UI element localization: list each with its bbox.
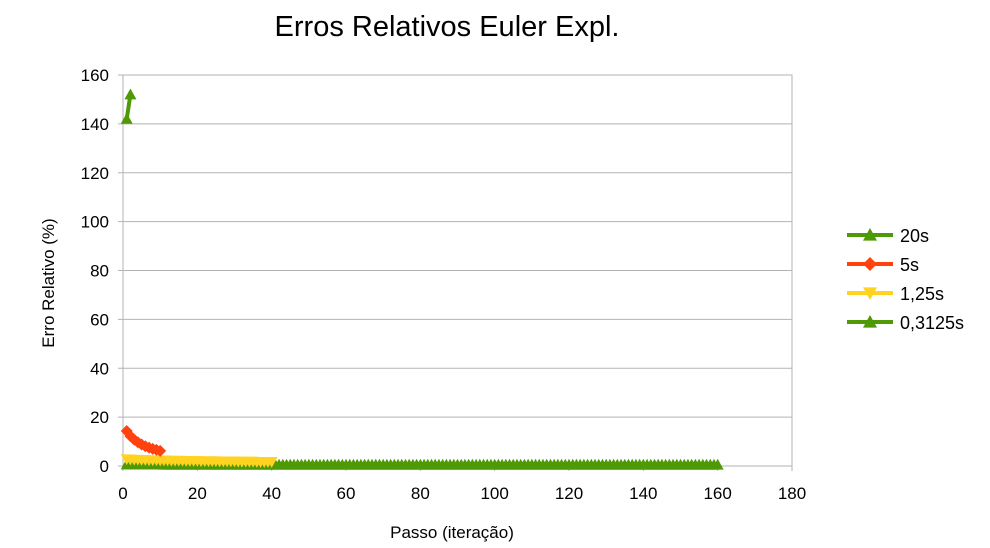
x-tick-label: 100	[480, 484, 508, 503]
x-tick-label: 0	[118, 484, 127, 503]
y-tick-label: 40	[90, 359, 109, 378]
x-tick-label: 120	[555, 484, 583, 503]
x-tick-label: 140	[629, 484, 657, 503]
plot-series	[120, 88, 724, 470]
x-tick-label: 160	[703, 484, 731, 503]
chart-title: Erros Relativos Euler Expl.	[275, 11, 620, 43]
x-tick-label: 60	[337, 484, 356, 503]
x-axis-tick-labels: 0 20 40 60 80 100 120 140 160 180	[118, 484, 806, 503]
legend-item: 20s	[847, 226, 929, 246]
series-20s	[120, 88, 137, 124]
data-point	[120, 112, 133, 124]
y-tick-label: 100	[81, 213, 109, 232]
series-0,3125s	[120, 458, 724, 470]
x-axis-label: Passo (iteração)	[390, 523, 514, 542]
data-point	[863, 287, 877, 300]
gridlines	[118, 74, 793, 471]
legend-label: 0,3125s	[900, 313, 964, 333]
y-tick-label: 140	[81, 115, 109, 134]
x-tick-label: 40	[262, 484, 281, 503]
data-point	[124, 88, 137, 100]
data-point	[711, 458, 724, 470]
legend-label: 5s	[900, 255, 919, 275]
y-tick-label: 160	[81, 66, 109, 85]
data-point	[863, 315, 877, 328]
x-tick-label: 80	[411, 484, 430, 503]
x-tick-label: 180	[778, 484, 806, 503]
data-point	[265, 457, 278, 468]
legend-label: 1,25s	[900, 284, 944, 304]
data-point	[863, 257, 877, 271]
legend-item: 1,25s	[847, 284, 944, 304]
legend-item: 0,3125s	[847, 313, 964, 333]
y-tick-label: 60	[90, 310, 109, 329]
legend: 20s 5s 1,25s 0,3125s	[847, 226, 964, 333]
y-tick-label: 0	[100, 457, 109, 476]
series-1,25s	[120, 454, 278, 468]
legend-label: 20s	[900, 226, 929, 246]
y-axis-tick-labels: 0 20 40 60 80 100 120 140 160	[81, 66, 109, 476]
y-tick-label: 120	[81, 164, 109, 183]
legend-item: 5s	[847, 255, 919, 275]
series-5s	[120, 425, 167, 457]
y-tick-label: 20	[90, 408, 109, 427]
data-point	[154, 444, 167, 457]
x-tick-label: 20	[188, 484, 207, 503]
data-point	[863, 228, 877, 241]
y-tick-label: 80	[90, 262, 109, 281]
y-axis-label: Erro Relativo (%)	[39, 218, 58, 347]
